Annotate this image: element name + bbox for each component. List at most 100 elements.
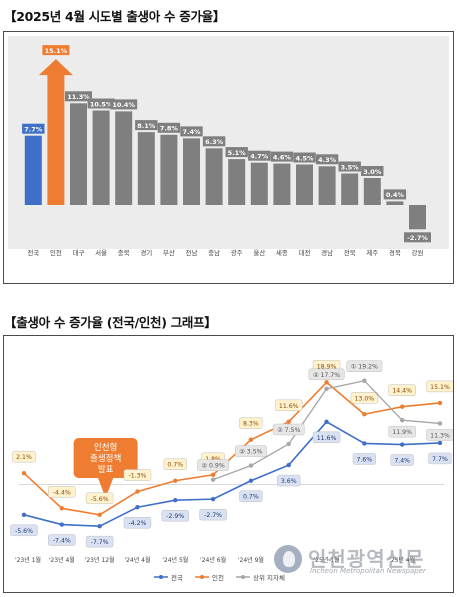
bar-광주: [228, 159, 246, 205]
bar-세종: [273, 163, 291, 205]
point-data-label: -7.4%: [53, 538, 71, 545]
legend-marker: [200, 575, 204, 579]
line-chart-panel: 인천형 출생정책 발표 -5.6% -7.4% -7.7% -4.2% -2.9% -2.7% 0…: [3, 335, 454, 593]
series-line-인천: [23, 381, 441, 516]
point-label-box: [388, 425, 416, 438]
bar-category-label: 제주: [366, 249, 378, 257]
series-point-인천: [21, 470, 27, 476]
line-chart-title: 【출생아 수 증가율 (전국/인천) 그래프】: [4, 315, 217, 330]
point-data-label: 14.4%: [392, 388, 412, 395]
point-data-label: -2.7%: [204, 512, 222, 519]
bar-category-label: 대구: [73, 249, 85, 257]
point-label-box: [346, 360, 383, 372]
point-label-box: [123, 469, 152, 481]
bar-category-label: 서울: [95, 248, 107, 257]
series-point-전국: [286, 462, 291, 468]
series-point-상위 지자체: [437, 421, 443, 426]
bar-category-label: 전국: [27, 248, 39, 257]
bar-category-label: 경남: [321, 248, 333, 257]
bar-전북: [341, 173, 359, 205]
bar-충북: [115, 111, 133, 205]
bar-category-label: 경북: [389, 248, 401, 257]
point-label-box: [390, 454, 414, 466]
bar-대구: [70, 103, 87, 205]
bar-label-box: [42, 45, 70, 56]
bar-label-box: [338, 161, 361, 172]
series-point-상위 지자체: [210, 477, 216, 482]
point-data-label: 11.9%: [392, 429, 412, 436]
point-label-box: [428, 452, 452, 465]
x-tick-label: '23년 1월: [15, 556, 41, 564]
x-tick-label: '24년 9월: [238, 556, 264, 564]
bar-data-label: 10.4%: [112, 101, 135, 109]
annotation-text: 인천형: [94, 442, 117, 453]
bar-category-label: 전남: [186, 248, 198, 257]
point-data-label: 1.8%: [205, 456, 221, 463]
bar-data-label: 4.5%: [295, 154, 314, 162]
bar-경남: [318, 166, 336, 205]
bar-category-label: 인천: [50, 248, 62, 257]
x-tick-label: '23년 12월: [85, 556, 115, 564]
bar-label-box: [361, 166, 384, 176]
point-data-label: 15.1%: [430, 384, 450, 391]
point-label-box: [197, 459, 229, 471]
series-point-전국: [324, 419, 329, 425]
bar-data-label: 15.1%: [45, 47, 68, 55]
bar-data-label: 11.3%: [67, 93, 90, 101]
legend-label: 전국: [171, 573, 183, 582]
series-point-인천: [399, 404, 405, 409]
bar-label-box: [383, 189, 407, 200]
point-label-box: [85, 492, 114, 505]
point-data-label: 0.7%: [167, 462, 183, 469]
bar-data-label: 3.5%: [341, 163, 360, 171]
bar-category-label: 충남: [208, 248, 220, 257]
series-point-전국: [248, 478, 254, 483]
point-data-label: 11.6%: [317, 435, 337, 442]
bar-category-label: 광주: [231, 249, 243, 257]
point-data-label: -5.6%: [15, 528, 33, 535]
legend-marker: [241, 575, 245, 579]
bar-data-label: 10.5%: [90, 100, 113, 108]
point-data-label: 2.1%: [16, 454, 32, 461]
series-point-전국: [173, 498, 178, 503]
bar-전국: [24, 135, 42, 205]
bar-경기: [137, 132, 155, 205]
bar-data-label: 7.8%: [160, 125, 179, 133]
bar-category-label: 부산: [163, 248, 175, 257]
bar-label-box: [157, 122, 181, 133]
series-point-상위 지자체: [324, 386, 329, 392]
series-point-인천: [324, 380, 329, 385]
point-data-label: 11.3%: [430, 432, 450, 439]
bar-label-box: [293, 152, 316, 163]
legend-label: 인천: [212, 573, 224, 582]
point-label-box: [272, 423, 305, 436]
bar-chart-title: 【2025년 4월 시도별 출생아 수 증가율】: [4, 9, 226, 24]
series-point-전국: [362, 441, 367, 446]
point-label-box: [161, 509, 190, 522]
incheon-arrow-icon: [38, 59, 73, 76]
series-point-전국: [437, 440, 443, 446]
bar-인천: [47, 69, 65, 205]
point-label-box: [352, 453, 377, 465]
bar-data-label: 4.7%: [250, 153, 269, 161]
series-point-전국: [135, 505, 140, 510]
bar-chart-panel: 7.7% 전국 15.1% 인천 11.3% 대구 10.5% 서울 10.4% 충북 8.1% 경기…: [3, 31, 454, 284]
bar-data-label: 7.7%: [24, 126, 43, 134]
bar-data-label: -2.7%: [407, 234, 428, 242]
point-label-box: [312, 431, 341, 444]
point-label-box: [12, 450, 36, 463]
bar-category-label: 울산: [253, 248, 265, 257]
point-label-box: [48, 486, 76, 498]
series-point-인천: [173, 478, 178, 483]
bar-강원: [409, 205, 426, 230]
annotation-arrow-icon: [97, 477, 114, 498]
point-label-box: [235, 445, 267, 457]
bar-label-box: [248, 150, 271, 161]
point-label-box: [123, 516, 152, 529]
bar-서울: [92, 110, 110, 205]
series-point-전국: [59, 522, 65, 527]
point-data-label: 8.3%: [243, 421, 259, 428]
point-data-label: 7.6%: [356, 456, 372, 463]
point-data-label: 11.6%: [279, 403, 299, 410]
point-data-label: 13.0%: [355, 395, 375, 402]
